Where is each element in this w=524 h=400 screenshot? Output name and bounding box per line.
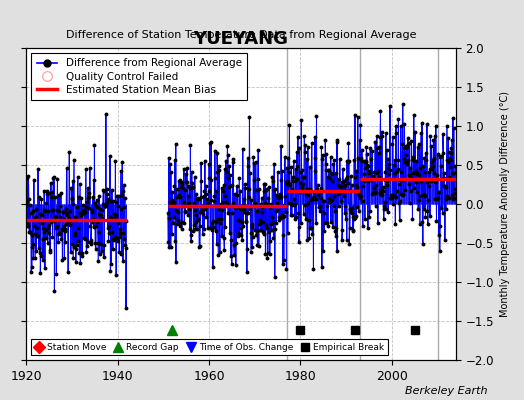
Text: Difference of Station Temperature Data from Regional Average: Difference of Station Temperature Data f… (66, 30, 416, 40)
Y-axis label: Monthly Temperature Anomaly Difference (°C): Monthly Temperature Anomaly Difference (… (500, 91, 510, 317)
Legend: Station Move, Record Gap, Time of Obs. Change, Empirical Break: Station Move, Record Gap, Time of Obs. C… (31, 339, 388, 356)
Title: YUEYANG: YUEYANG (193, 30, 289, 48)
Text: Berkeley Earth: Berkeley Earth (405, 386, 487, 396)
